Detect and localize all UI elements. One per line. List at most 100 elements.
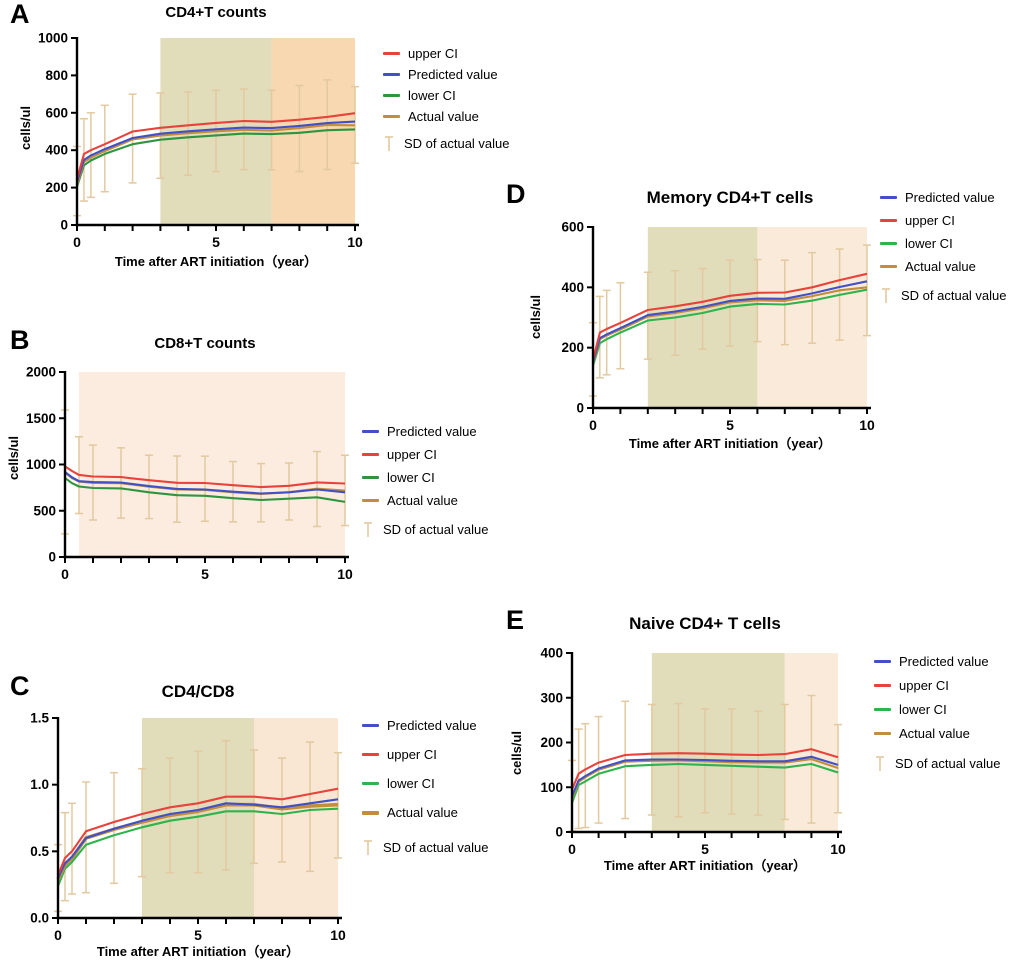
- legend-item-lower-ci: lower CI: [362, 776, 489, 791]
- legend-item-sd-of-actual-value: SD of actual value: [362, 520, 489, 538]
- legend-swatch-upper-ci: [383, 52, 400, 55]
- legend-label: SD of actual value: [383, 521, 489, 537]
- legend-c: Predicted value upper CI lower CI Actual va…: [362, 718, 489, 856]
- legend-item-upper-ci: upper CI: [880, 213, 1007, 228]
- x-tick-label: 5: [726, 417, 734, 433]
- y-tick-label: 600: [45, 105, 68, 120]
- y-tick-label: 200: [561, 340, 584, 355]
- chart-title-c: CD4/CD8: [161, 682, 235, 701]
- chart-title-e: Naive CD4+ T cells: [629, 614, 781, 633]
- line-predicted-value: [64, 471, 346, 495]
- sd-error-bar-icon: [882, 288, 890, 303]
- legend-swatch-actual-value: [880, 265, 897, 268]
- shaded-region: [651, 653, 785, 832]
- x-tick-label: 10: [347, 234, 363, 250]
- y-tick-label: 1.5: [30, 711, 49, 726]
- panel-label-e: E: [506, 605, 525, 635]
- plot-area-e: 0 100 200 300 400 0 5 10: [540, 646, 846, 858]
- line-predicted-value: [57, 798, 339, 879]
- x-tick-label: 5: [212, 234, 220, 250]
- legend-swatch-lower-ci: [880, 242, 897, 245]
- legend-item-predicted-value: Predicted value: [362, 424, 489, 439]
- x-axis-label-d: Time after ART initiation（year）: [628, 436, 832, 451]
- y-tick-label: 0: [576, 401, 584, 416]
- legend-swatch-upper-ci: [880, 219, 897, 222]
- y-tick-label: 2000: [26, 365, 56, 380]
- plot-area-d: 0 200 400 600 0 5 10: [561, 220, 875, 434]
- chart-title-d: Memory CD4+T cells: [646, 188, 814, 207]
- x-tick-label: 0: [568, 841, 576, 857]
- line-lower-ci: [57, 807, 339, 887]
- legend-item-actual-value: Actual value: [362, 805, 489, 820]
- legend-swatch-actual-value: [874, 732, 891, 735]
- line-predicted-value: [591, 280, 868, 363]
- legend-label: Actual value: [905, 259, 976, 274]
- legend-swatch-lower-ci: [383, 94, 400, 97]
- legend-label: Actual value: [899, 726, 970, 741]
- legend-label: SD of actual value: [895, 755, 1001, 771]
- shaded-region: [79, 372, 345, 557]
- chart-title-a: CD4+T counts: [165, 4, 267, 21]
- legend-swatch-predicted-value: [362, 430, 379, 433]
- line-upper-ci: [64, 465, 346, 489]
- sd-error-bar-icon: [876, 756, 884, 771]
- legend-label: Predicted value: [899, 654, 989, 669]
- legend-swatch-predicted-value: [880, 196, 897, 199]
- legend-label: Predicted value: [408, 67, 498, 82]
- y-tick-label: 1000: [38, 31, 68, 46]
- panel-label-b: B: [10, 325, 30, 355]
- legend-label: lower CI: [408, 88, 456, 103]
- y-tick-label: 200: [540, 735, 563, 750]
- chart-title-b: CD8+T counts: [154, 335, 256, 352]
- y-tick-label: 1500: [26, 411, 56, 426]
- line-predicted-value: [75, 120, 356, 183]
- legend-label: upper CI: [387, 747, 437, 762]
- sd-error-bars: [589, 244, 871, 397]
- legend-item-upper-ci: upper CI: [874, 678, 1001, 693]
- line-actual-value: [591, 286, 868, 364]
- legend-label: upper CI: [899, 678, 949, 693]
- legend-e: Predicted value upper CI lower CI Actual va…: [874, 654, 1001, 772]
- x-axis-label-a: Time after ART initiation（year）: [114, 254, 318, 269]
- y-tick-label: 100: [540, 780, 563, 795]
- legend-label: Predicted value: [387, 718, 477, 733]
- y-tick-label: 600: [561, 220, 584, 235]
- legend-swatch-predicted-value: [383, 73, 400, 76]
- shaded-region: [254, 718, 338, 918]
- legend-item-actual-value: Actual value: [383, 109, 510, 124]
- legend-d: Predicted value upper CI lower CI Actual va…: [880, 190, 1007, 304]
- y-tick-label: 800: [45, 68, 68, 83]
- sd-error-bar-icon: [385, 136, 393, 151]
- legend-label: Actual value: [408, 109, 479, 124]
- legend-swatch-actual-value: [362, 810, 379, 815]
- x-tick-label: 10: [337, 566, 353, 582]
- y-tick-label: 400: [561, 280, 584, 295]
- legend-label: lower CI: [899, 702, 947, 717]
- line-upper-ci: [57, 787, 339, 876]
- legend-label: lower CI: [905, 236, 953, 251]
- legend-label: upper CI: [408, 46, 458, 61]
- legend-swatch-lower-ci: [362, 476, 379, 479]
- legend-swatch-actual-value: [362, 499, 379, 502]
- legend-label: upper CI: [905, 213, 955, 228]
- y-tick-label: 1.0: [30, 777, 49, 792]
- legend-item-predicted-value: Predicted value: [874, 654, 1001, 669]
- x-tick-label: 10: [859, 417, 875, 433]
- legend-swatch-predicted-value: [362, 724, 379, 727]
- x-axis-label-e: Time after ART initiation（year）: [603, 858, 807, 873]
- legend-label: Predicted value: [905, 190, 995, 205]
- legend-item-sd-of-actual-value: SD of actual value: [880, 286, 1007, 304]
- legend-item-lower-ci: lower CI: [362, 470, 489, 485]
- line-predicted-value: [571, 755, 839, 797]
- x-tick-label: 10: [830, 841, 846, 857]
- y-tick-label: 400: [540, 646, 563, 661]
- x-tick-label: 5: [701, 841, 709, 857]
- legend-item-sd-of-actual-value: SD of actual value: [874, 754, 1001, 772]
- legend-swatch-predicted-value: [874, 660, 891, 663]
- legend-label: upper CI: [387, 447, 437, 462]
- y-tick-label: 400: [45, 143, 68, 158]
- y-tick-label: 0: [48, 550, 56, 565]
- legend-item-upper-ci: upper CI: [362, 447, 489, 462]
- legend-item-predicted-value: Predicted value: [362, 718, 489, 733]
